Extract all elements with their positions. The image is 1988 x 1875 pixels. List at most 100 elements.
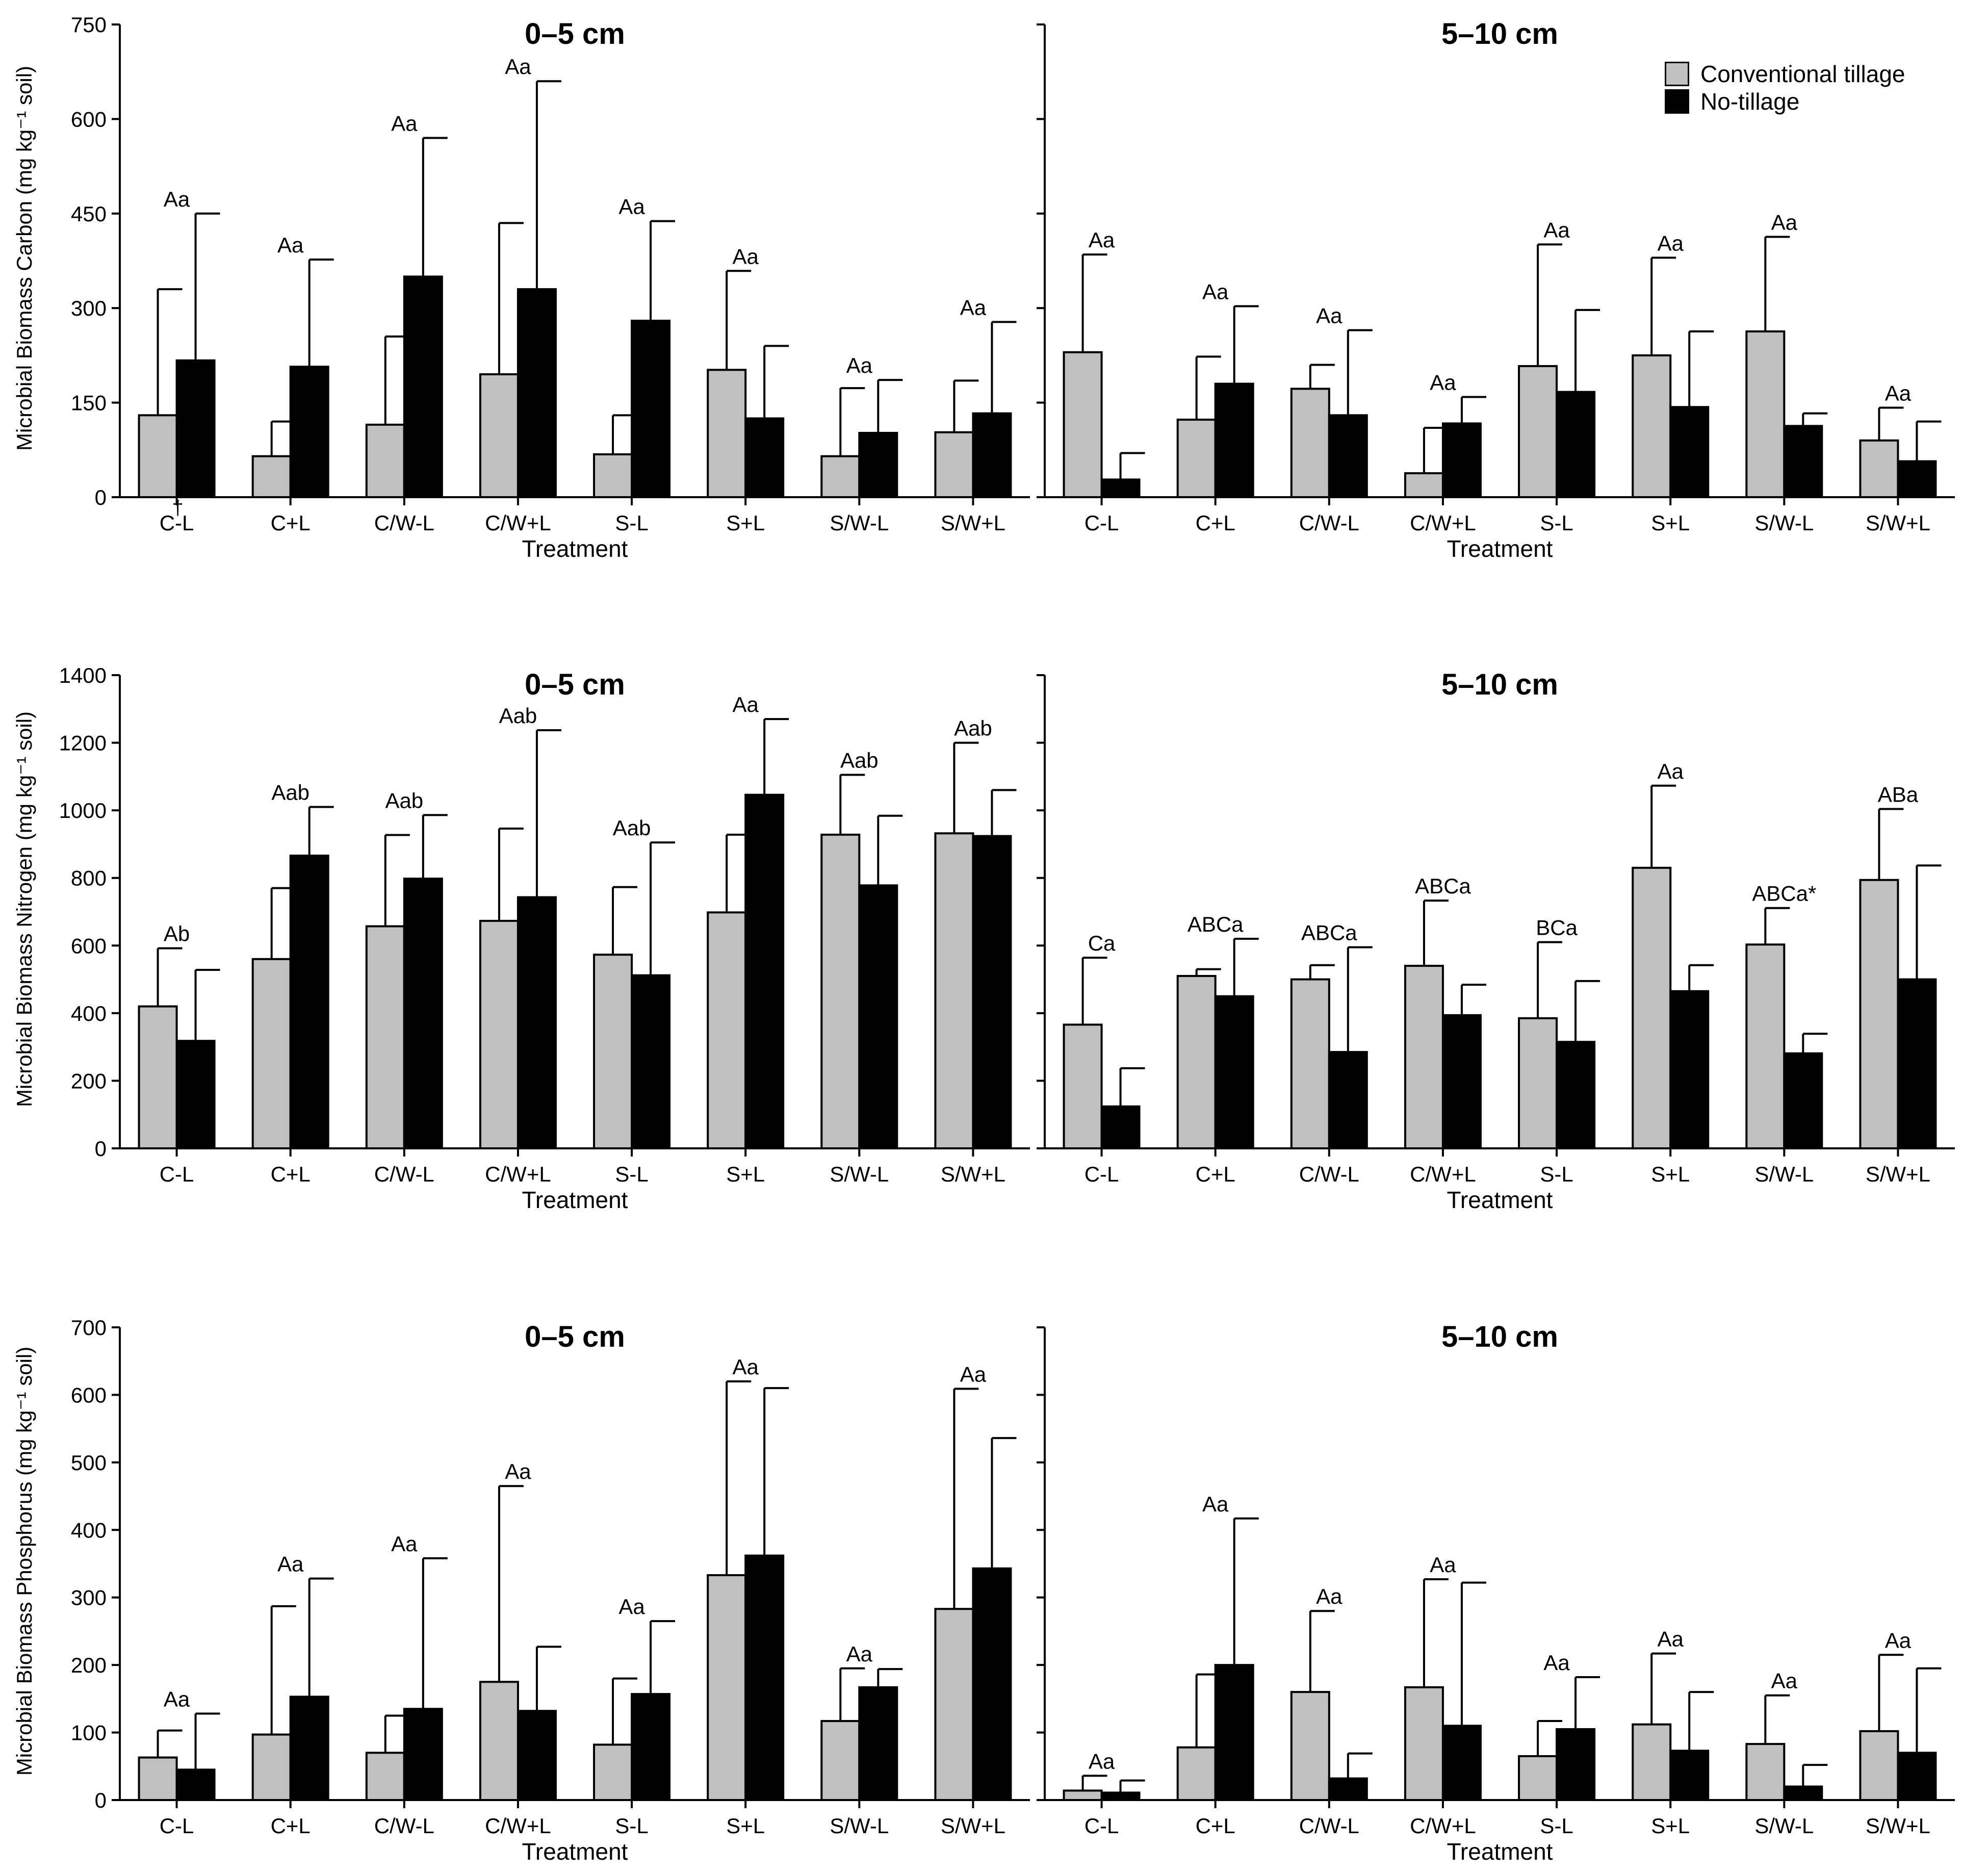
chart4-x-tick-label: C/W+L bbox=[1410, 1162, 1476, 1186]
chart3-y-tick-label: 1000 bbox=[59, 799, 107, 823]
chart6-bar-conventional bbox=[1859, 1730, 1899, 1801]
chart1-bar-conventional bbox=[138, 414, 178, 498]
chart3-significance-label: Aab bbox=[840, 749, 879, 773]
chart2-bar-notillage bbox=[1100, 478, 1141, 499]
chart4-bar-notillage bbox=[1100, 1105, 1141, 1149]
chart1-significance-label: Aa bbox=[391, 111, 418, 135]
chart1-x-tick-label: C+L bbox=[271, 511, 311, 535]
chart1-x-tick-label: S/W-L bbox=[830, 511, 889, 535]
chart5-bar-conventional bbox=[820, 1720, 861, 1802]
chart2-bar-notillage bbox=[1556, 391, 1596, 499]
chart1-x-axis-label: Treatment bbox=[522, 535, 628, 562]
chart3-bar-conventional bbox=[251, 958, 292, 1150]
chart6-significance-label: Aa bbox=[1658, 1627, 1684, 1651]
chart5-y-tick-label: 100 bbox=[71, 1721, 107, 1745]
chart5-y-axis-label: Microbial Biomass Phosphorus (mg kg⁻¹ so… bbox=[12, 1347, 36, 1776]
chart1-y-tick-label: 150 bbox=[71, 391, 107, 415]
chart1-y-tick-label: 0 bbox=[95, 485, 107, 509]
chart3-y-tick-label: 800 bbox=[71, 866, 107, 890]
chart4-bar-conventional bbox=[1859, 879, 1899, 1149]
chart1-significance-label: Aa bbox=[164, 187, 190, 211]
legend-swatch-conventional bbox=[1665, 62, 1689, 86]
chart2-x-tick-label: C/W+L bbox=[1410, 511, 1476, 535]
chart2-bar-conventional bbox=[1290, 388, 1330, 499]
chart1-x-tick-label: C/W+L bbox=[485, 511, 551, 535]
chart3-bar-notillage bbox=[631, 974, 671, 1150]
chart3-x-tick-label: C/W-L bbox=[374, 1162, 434, 1186]
chart6-bar-notillage bbox=[1669, 1750, 1710, 1802]
chart1-bar-notillage bbox=[858, 431, 898, 498]
chart6-bar-conventional bbox=[1404, 1686, 1444, 1801]
chart4-bar-notillage bbox=[1328, 1051, 1368, 1149]
chart2-bar-conventional bbox=[1859, 439, 1899, 499]
chart1-y-tick-label: 450 bbox=[71, 202, 107, 226]
chart3-x-tick-label: C-L bbox=[160, 1162, 194, 1186]
chart4-significance-label: Aa bbox=[1658, 759, 1684, 783]
chart4-significance-label: Ca bbox=[1088, 931, 1116, 955]
chart4-x-axis-label: Treatment bbox=[1447, 1187, 1553, 1213]
chart1-significance-label: Aa bbox=[618, 195, 645, 219]
chart5-x-tick-label: S+L bbox=[726, 1814, 765, 1838]
chart3-y-axis-label: Microbial Biomass Nitrogen (mg kg⁻¹ soil… bbox=[12, 711, 36, 1107]
chart5-x-tick-label: S-L bbox=[615, 1814, 648, 1838]
chart4-x-tick-label: S+L bbox=[1651, 1162, 1690, 1186]
chart2-significance-label: Aa bbox=[1202, 279, 1229, 303]
chart2-bar-conventional bbox=[1063, 351, 1103, 498]
chart3-x-tick-label: S/W+L bbox=[941, 1162, 1005, 1186]
chart4-bar-notillage bbox=[1897, 978, 1937, 1149]
chart5-bar-notillage bbox=[631, 1693, 671, 1802]
chart2-x-tick-label: S+L bbox=[1651, 511, 1690, 535]
chart4-significance-label: ABCa* bbox=[1752, 882, 1816, 906]
chart3-bar-notillage bbox=[175, 1040, 216, 1149]
chart3-x-axis-label: Treatment bbox=[522, 1187, 628, 1213]
chart6-x-tick-label: S+L bbox=[1651, 1814, 1690, 1838]
chart1-significance-label: Aa bbox=[733, 244, 759, 268]
chart4-significance-label: BCa bbox=[1536, 916, 1578, 940]
chart1-bar-conventional bbox=[707, 369, 747, 498]
chart6-significance-label: Aa bbox=[1543, 1651, 1570, 1675]
chart5-y-tick-label: 0 bbox=[95, 1788, 107, 1812]
chart5-significance-label: Aa bbox=[505, 1459, 531, 1483]
chart3-bar-notillage bbox=[744, 793, 785, 1150]
chart6-bar-conventional bbox=[1632, 1723, 1672, 1801]
chart2-bar-conventional bbox=[1745, 330, 1786, 498]
chart3-significance-label: Aa bbox=[733, 692, 759, 716]
chart3-x-tick-label: S/W-L bbox=[830, 1162, 889, 1186]
chart1-bar-conventional bbox=[251, 455, 292, 498]
chart3-significance-label: Aab bbox=[499, 704, 537, 728]
chart1-bar-notillage bbox=[972, 412, 1012, 498]
chart2-significance-label: Aa bbox=[1658, 231, 1684, 255]
chart6-bar-notillage bbox=[1441, 1725, 1482, 1802]
chart3-bar-conventional bbox=[934, 832, 974, 1149]
chart5-bar-notillage bbox=[744, 1554, 785, 1802]
chart2-x-tick-label: C/W-L bbox=[1299, 511, 1359, 535]
chart5-significance-label: Aa bbox=[733, 1355, 759, 1379]
chart5-x-tick-label: C/W-L bbox=[374, 1814, 434, 1838]
chart1-bar-notillage bbox=[517, 288, 557, 498]
chart4-bar-conventional bbox=[1745, 943, 1786, 1149]
chart2-bar-conventional bbox=[1404, 472, 1444, 498]
chart4-significance-label: ABCa bbox=[1301, 921, 1357, 945]
chart5-bar-notillage bbox=[175, 1768, 216, 1802]
chart5-significance-label: Aa bbox=[846, 1642, 873, 1666]
chart1-significance-label: Aa bbox=[960, 295, 987, 319]
chart2-bar-conventional bbox=[1518, 365, 1558, 498]
chart1-y-tick-label: 750 bbox=[71, 13, 107, 37]
chart4-x-tick-label: S/W-L bbox=[1754, 1162, 1814, 1186]
chart3-bar-notillage bbox=[289, 854, 329, 1149]
chart4-bar-conventional bbox=[1632, 866, 1672, 1150]
chart1-bar-conventional bbox=[479, 373, 519, 498]
chart3-significance-label: Ab bbox=[164, 922, 190, 946]
chart3-x-tick-label: S+L bbox=[726, 1162, 765, 1186]
chart1-bar-conventional bbox=[365, 423, 405, 498]
chart3-y-tick-label: 200 bbox=[71, 1069, 107, 1093]
chart3-bar-conventional bbox=[593, 954, 633, 1149]
chart5-bar-conventional bbox=[365, 1752, 405, 1802]
chart2-bar-conventional bbox=[1632, 354, 1672, 499]
chart1-bar-conventional bbox=[820, 455, 861, 498]
chart2-significance-label: Aa bbox=[1089, 228, 1115, 252]
chart6-bar-notillage bbox=[1897, 1752, 1937, 1802]
chart2-bar-notillage bbox=[1669, 406, 1710, 499]
chart4-bar-conventional bbox=[1176, 974, 1217, 1149]
chart5-significance-label: Aa bbox=[960, 1363, 987, 1386]
